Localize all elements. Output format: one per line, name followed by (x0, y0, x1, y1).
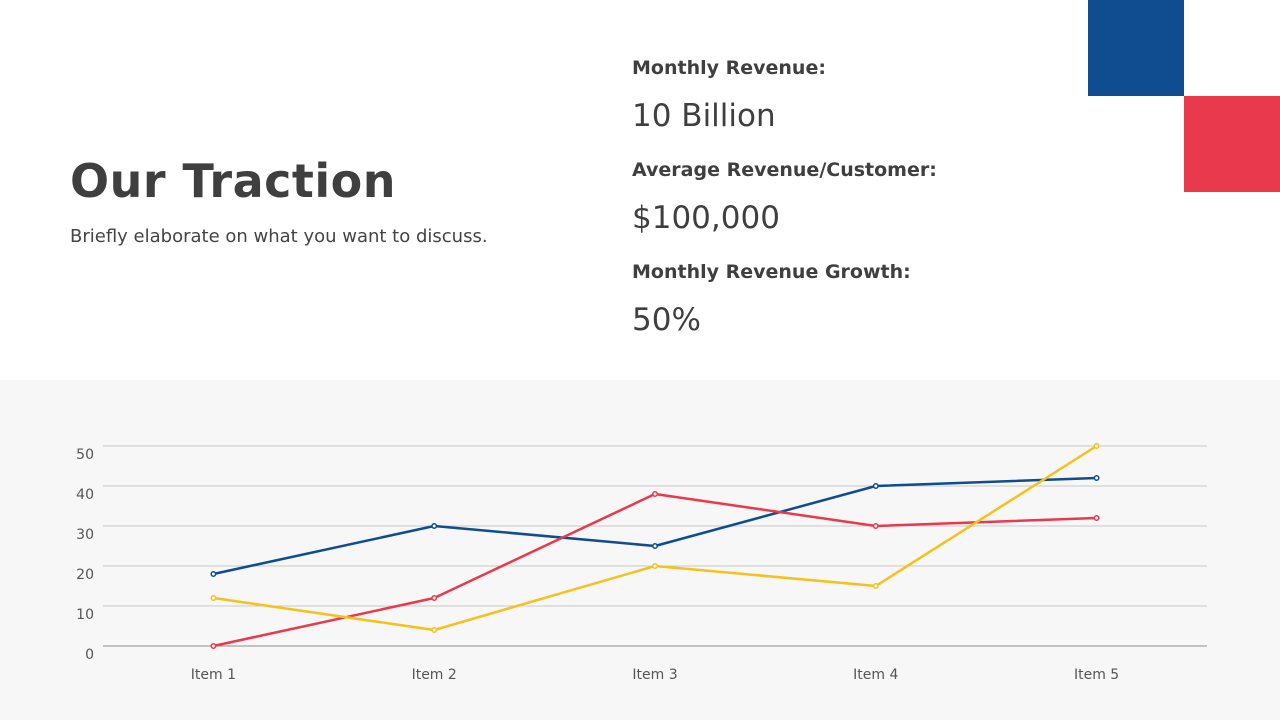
y-tick-label: 40 (76, 487, 94, 503)
y-tick-label: 50 (76, 447, 94, 463)
kpi-list: Monthly Revenue: 10 Billion Average Reve… (632, 54, 1062, 360)
series-1 (210, 475, 1100, 577)
data-point (872, 483, 879, 489)
y-tick-label: 0 (85, 647, 94, 663)
kpi-value: $100,000 (632, 200, 780, 236)
kpi-label: Average Revenue/Customer: (632, 159, 937, 181)
x-tick-label: Item 5 (1074, 667, 1119, 683)
data-point (210, 571, 217, 577)
x-tick-label: Item 2 (412, 667, 457, 683)
kpi-value: 10 Billion (632, 98, 776, 134)
data-point (872, 523, 879, 529)
data-point (431, 595, 438, 601)
chart-grid (103, 445, 1207, 647)
y-tick-label: 20 (76, 567, 94, 583)
decor-square-red (1184, 96, 1280, 192)
y-tick-label: 10 (76, 607, 94, 623)
page-subtitle: Briefly elaborate on what you want to di… (70, 226, 488, 247)
kpi-label: Monthly Revenue Growth: (632, 261, 911, 283)
x-tick-label: Item 1 (191, 667, 236, 683)
data-point (210, 595, 217, 601)
data-point (652, 491, 658, 497)
kpi-value: 50% (632, 302, 701, 338)
x-tick-label: Item 3 (632, 667, 677, 683)
chart-series (210, 443, 1100, 649)
chart-panel (0, 380, 1280, 720)
decor-square-blue (1088, 0, 1184, 96)
y-axis-ticks: 0 10 20 30 40 50 (76, 447, 94, 663)
series-2 (210, 491, 1100, 649)
data-point (1093, 443, 1100, 449)
kpi-average-revenue: Average Revenue/Customer: $100,000 (632, 156, 1062, 258)
kpi-label: Monthly Revenue: (632, 57, 826, 79)
kpi-monthly-revenue: Monthly Revenue: 10 Billion (632, 54, 1062, 156)
page-title: Our Traction (70, 154, 396, 208)
series-3 (210, 443, 1100, 633)
data-point (1093, 475, 1100, 481)
data-point (210, 643, 217, 649)
data-point (652, 543, 658, 549)
header-panel: Our Traction Briefly elaborate on what y… (70, 0, 1280, 360)
y-tick-label: 30 (76, 527, 94, 543)
data-point (431, 523, 438, 529)
x-axis-ticks: Item 1 Item 2 Item 3 Item 4 Item 5 (191, 667, 1119, 683)
x-tick-label: Item 4 (853, 667, 898, 683)
data-point (872, 583, 879, 589)
series-line (212, 444, 1098, 632)
data-point (1093, 515, 1100, 521)
data-point (652, 563, 658, 569)
data-point (431, 627, 438, 633)
kpi-revenue-growth: Monthly Revenue Growth: 50% (632, 258, 1062, 360)
series-line (212, 492, 1098, 648)
